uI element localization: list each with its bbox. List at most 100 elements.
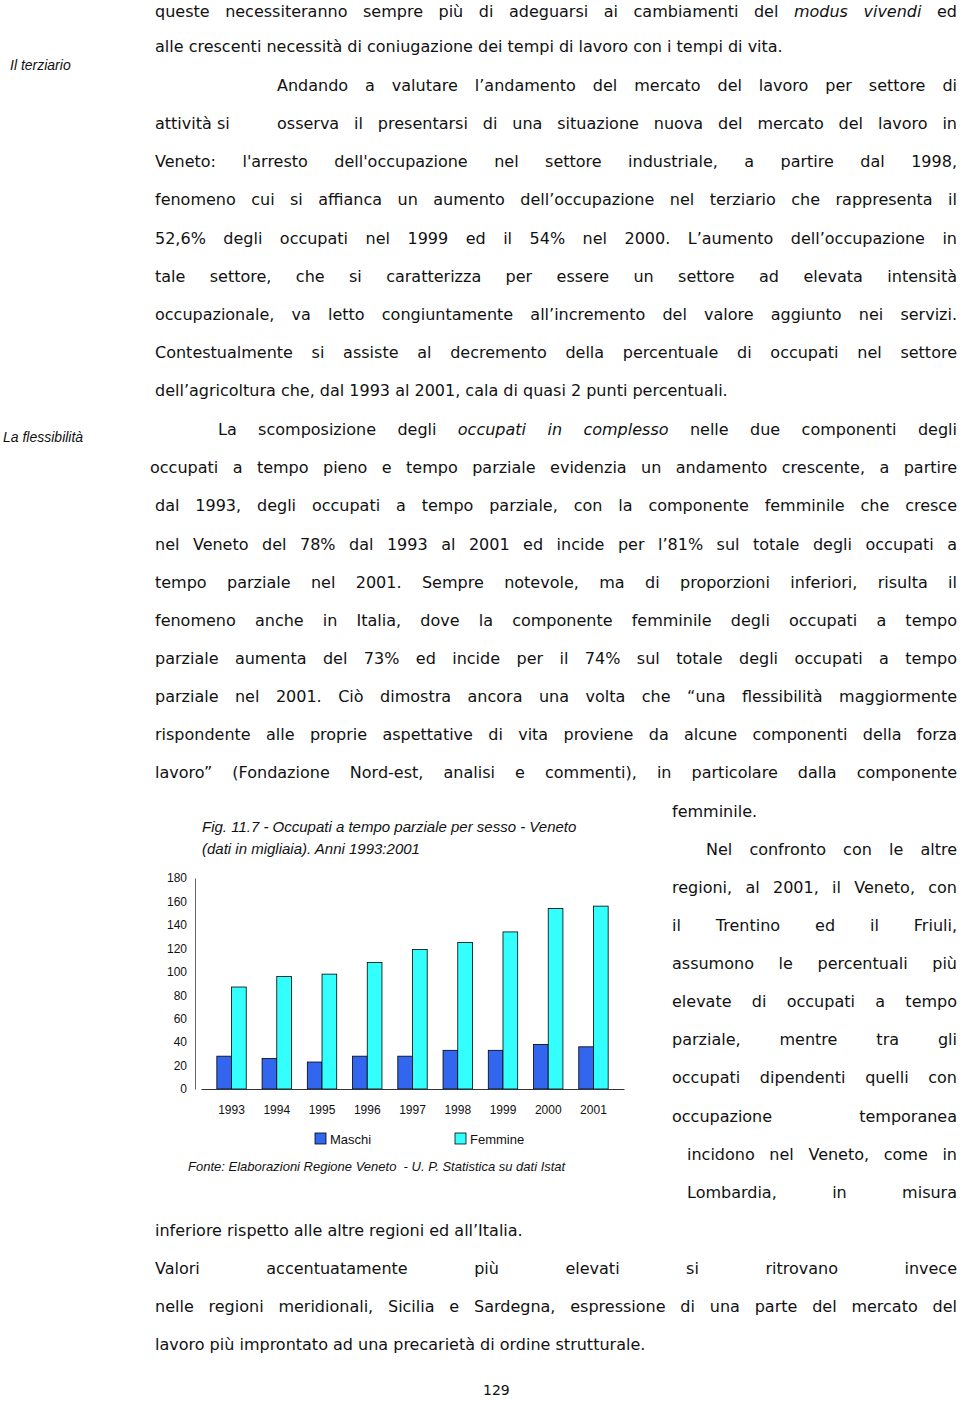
tick: 2000	[535, 1103, 562, 1117]
tick-label: 140	[167, 918, 187, 932]
bar	[277, 976, 292, 1089]
text-run: rispondente alle proprie aspettative di …	[155, 725, 957, 744]
tick: 40	[174, 1035, 195, 1049]
text-line: tempo parziale nel 2001. Sempre notevole…	[155, 573, 957, 593]
text-run: assumono le percentuali più	[672, 954, 957, 973]
text-line: nel Veneto del 78% dal 1993 al 2001 ed i…	[155, 535, 957, 555]
bar	[367, 962, 382, 1089]
tick: 100	[167, 965, 195, 979]
bar	[353, 1056, 368, 1089]
series	[232, 906, 609, 1089]
bar	[398, 1056, 413, 1089]
source-note: Fonte: Elaborazioni Regione Veneto - U. …	[188, 1159, 567, 1174]
bar	[534, 1044, 549, 1089]
text-run: occupazionale, va letto congiuntamente a…	[155, 305, 957, 324]
tick-label: 80	[174, 989, 188, 1003]
text-line: assumono le percentuali più	[672, 954, 957, 974]
bar	[458, 942, 473, 1089]
tick-label: 1999	[490, 1103, 517, 1117]
text-run: attività si	[155, 114, 230, 133]
text-line: fenomeno anche in Italia, dove la compon…	[155, 611, 957, 631]
x-axis: 199319941995199619971998199920002001	[202, 1090, 625, 1117]
text-run: fenomeno anche in Italia, dove la compon…	[155, 611, 957, 630]
text-run: parziale aumenta del 73% ed incide per i…	[155, 649, 957, 668]
tick: 1998	[444, 1103, 471, 1117]
text-run: nel Veneto del 78% dal 1993 al 2001 ed i…	[155, 535, 957, 554]
legend-label: Femmine	[470, 1132, 524, 1147]
text-line: occupazionale, va letto congiuntamente a…	[155, 305, 957, 325]
margin-note: Il terziario	[10, 56, 71, 74]
bar	[413, 950, 428, 1089]
text-line: dell’agricoltura che, dal 1993 al 2001, …	[155, 381, 728, 401]
text-line: lavoro più improntato ad una precarietà …	[155, 1335, 645, 1355]
bar	[593, 906, 608, 1089]
text-line: occupati dipendenti quelli con	[672, 1068, 957, 1088]
margin-note: La flessibilità	[3, 428, 83, 446]
text-run: il Trentino ed il Friuli,	[672, 916, 957, 935]
text-run: nelle due componenti degli	[669, 420, 957, 439]
text-line: osserva il presentarsi di una situazione…	[277, 114, 957, 134]
text-line: rispondente alle proprie aspettative di …	[155, 725, 957, 745]
tick-label: 1995	[309, 1103, 336, 1117]
page-number: 129	[483, 1381, 510, 1399]
tick: 1999	[490, 1103, 517, 1117]
bar	[232, 987, 247, 1089]
page: queste necessiteranno sempre più di adeg…	[0, 0, 960, 1401]
tick-label: 0	[180, 1082, 187, 1096]
title-line: Fig. 11.7 - Occupati a tempo parziale pe…	[202, 818, 576, 835]
bar	[443, 1050, 458, 1089]
tick-label: 1994	[263, 1103, 290, 1117]
text-line: inferiore rispetto alle altre regioni ed…	[155, 1221, 523, 1241]
text-run: ed	[921, 2, 957, 21]
bar	[579, 1047, 594, 1089]
text-line: fenomeno cui si affianca un aumento dell…	[155, 190, 957, 210]
tick-label: 1996	[354, 1103, 381, 1117]
bar	[262, 1059, 277, 1089]
tick-label: 20	[174, 1059, 188, 1073]
text-run: parziale nel 2001. Ciò dimostra ancora u…	[155, 687, 957, 706]
text-run: queste necessiteranno sempre più di adeg…	[155, 2, 794, 21]
text-run: Andando a valutare l’andamento del merca…	[277, 76, 957, 95]
text-line: occupati a tempo pieno e tempo parziale …	[150, 458, 957, 478]
tick-label: 60	[174, 1012, 188, 1026]
tick: 120	[167, 942, 195, 956]
text-run: occupati dipendenti quelli con	[672, 1068, 957, 1087]
text-run: elevate di occupati a tempo	[672, 992, 957, 1011]
bar	[322, 974, 337, 1089]
tick: 2001	[580, 1103, 607, 1117]
text-line: femminile.	[672, 802, 757, 822]
text-line: Veneto: l'arresto dell'occupazione nel s…	[155, 152, 957, 172]
text-run: occupazione temporanea	[672, 1107, 957, 1126]
text-run: inferiore rispetto alle altre regioni ed…	[155, 1221, 523, 1240]
tick-label: 2001	[580, 1103, 607, 1117]
tick-label: 160	[167, 895, 187, 909]
text-run: La scomposizione degli	[218, 420, 458, 439]
text-run: Contestualmente si assiste al decremento…	[155, 343, 957, 362]
bars	[217, 906, 608, 1089]
tick: 1993	[218, 1103, 245, 1117]
bar	[217, 1056, 232, 1089]
text-line: occupazione temporanea	[672, 1107, 957, 1127]
text-run: incidono nel Veneto, come in	[687, 1145, 957, 1164]
legend-swatch	[455, 1133, 466, 1144]
text-line: parziale aumenta del 73% ed incide per i…	[155, 649, 957, 669]
tick: 0	[180, 1082, 195, 1096]
text-run: 52,6% degli occupati nel 1999 ed il 54% …	[155, 229, 957, 248]
text-run: femminile.	[672, 802, 757, 821]
text-line: regioni, al 2001, il Veneto, con	[672, 878, 957, 898]
text-run: osserva il presentarsi di una situazione…	[277, 114, 957, 133]
text-run: occupati a tempo pieno e tempo parziale …	[150, 458, 957, 477]
text-line: Nel confronto con le altre	[706, 840, 957, 860]
tick-label: 40	[174, 1035, 188, 1049]
tick: 1995	[309, 1103, 336, 1117]
text-run: tale settore, che si caratterizza per es…	[155, 267, 957, 286]
text-line: parziale, mentre tra gli	[672, 1030, 957, 1050]
tick: 140	[167, 918, 195, 932]
legend-swatch	[315, 1133, 326, 1144]
tick: 80	[174, 989, 195, 1003]
tick-label: 1998	[444, 1103, 471, 1117]
text-line: incidono nel Veneto, come in	[687, 1145, 957, 1165]
chart: Fig. 11.7 - Occupati a tempo parziale pe…	[0, 0, 960, 1401]
emphasis: occupati in complesso	[458, 420, 669, 439]
title-line: (dati in migliaia). Anni 1993:2001	[202, 840, 420, 857]
